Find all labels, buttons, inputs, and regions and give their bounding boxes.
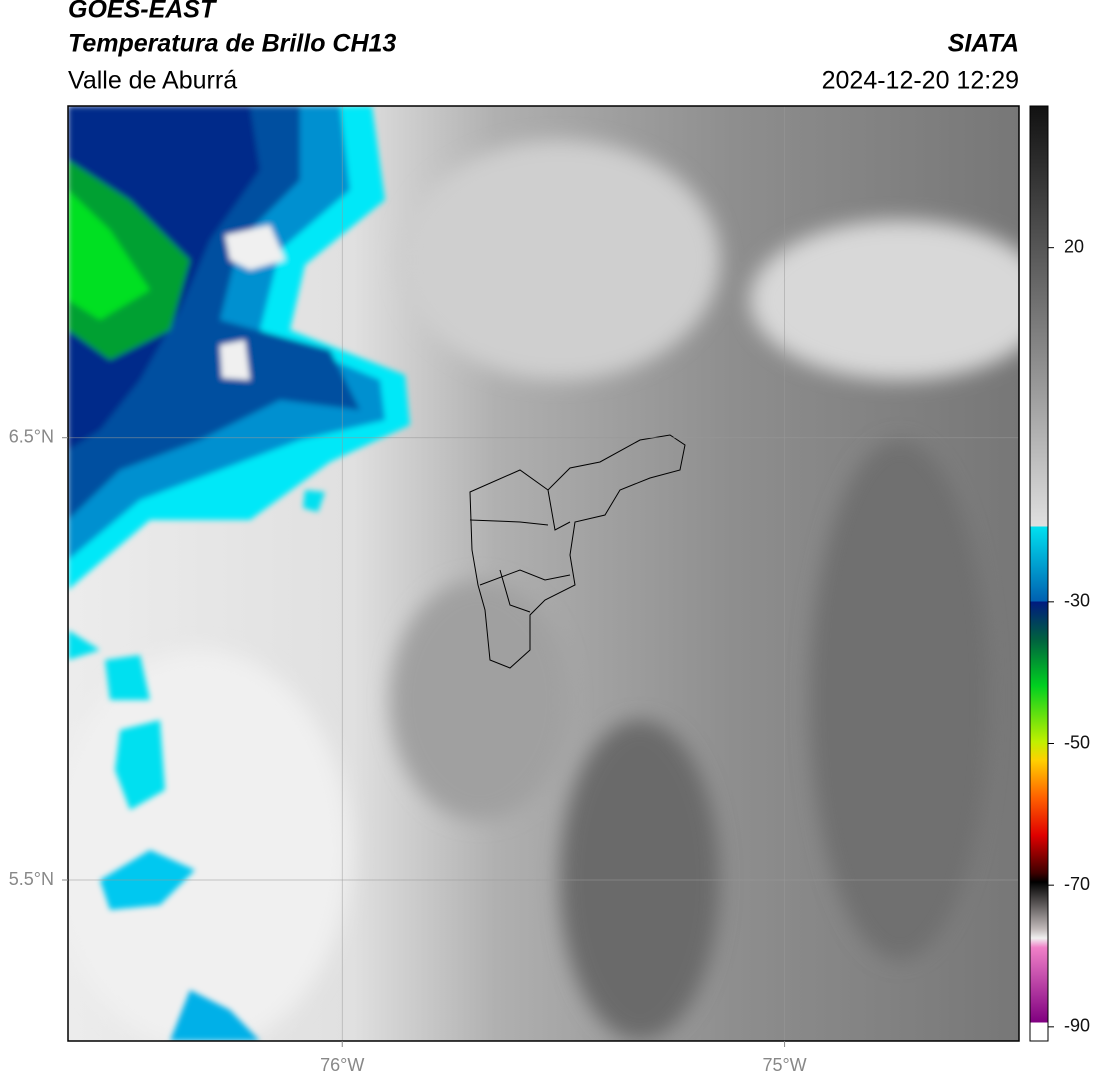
title: GOES-EAST — [68, 0, 218, 24]
map-frame — [67, 105, 1020, 1042]
satellite-image — [68, 106, 1019, 1041]
colorbar-tick-label: -50 — [1064, 732, 1090, 752]
y-tick-label: 6.5°N — [9, 426, 54, 446]
subtitle: Temperatura de Brillo CH13 — [68, 30, 396, 58]
colorbar-tick-label: -90 — [1064, 1016, 1090, 1036]
colorbar-tick-label: -30 — [1064, 591, 1090, 611]
y-tick-label: 5.5°N — [9, 869, 54, 889]
region: Valle de Aburrá — [68, 67, 237, 95]
colorbar-tick-label: -70 — [1064, 874, 1090, 894]
x-tick-label: 76°W — [320, 1055, 364, 1075]
colorbar-tick-label: 20 — [1064, 236, 1084, 256]
x-tick-label: 75°W — [762, 1055, 806, 1075]
colorbar — [1029, 105, 1049, 1042]
source: SIATA — [948, 30, 1019, 58]
datetime: 2024-12-20 12:29 — [822, 67, 1019, 95]
grid — [68, 106, 1019, 1041]
